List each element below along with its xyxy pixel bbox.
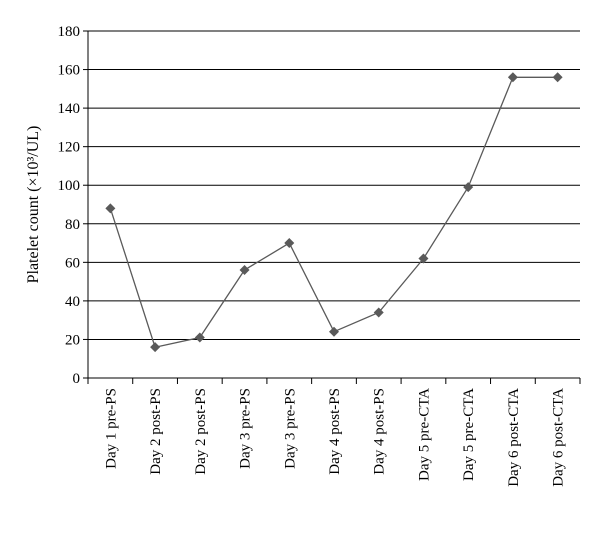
data-point-diamond <box>194 332 205 343</box>
y-axis-title: Platelet count (×10³/UL) <box>25 126 42 284</box>
data-point-diamond <box>329 326 339 337</box>
x-tick-label: Day 4 post-PS <box>372 388 388 475</box>
x-tick-label: Day 1 pre-PS <box>103 388 119 469</box>
y-tick-label: 40 <box>65 294 80 310</box>
data-point-diamond <box>373 307 384 318</box>
x-tick-label: Day 2 post-PS <box>193 388 209 475</box>
x-tick-labels: Day 1 pre-PS Day 2 post-PS Day 2 post-PS Da… <box>103 388 566 487</box>
data-point-diamond <box>105 203 116 214</box>
x-tick-label: Day 6 post-CTA <box>506 388 522 487</box>
x-tick-label: Day 4 post-PS <box>327 388 343 475</box>
series-polyline <box>109 76 558 348</box>
y-tick-label: 20 <box>65 332 80 348</box>
data-point-diamond <box>552 72 563 83</box>
y-tick-labels: 0 20 40 60 80 100 120 140 160 180 <box>58 24 81 387</box>
x-tick-label: Day 2 post-PS <box>148 388 164 475</box>
data-point-diamond <box>239 265 250 276</box>
data-point-diamond <box>507 72 518 83</box>
gridlines <box>88 30 580 340</box>
x-tick-label: Day 5 pre-CTA <box>416 388 432 481</box>
x-tick-label: Day 5 pre-CTA <box>461 388 477 481</box>
x-tick-label: Day 3 pre-PS <box>238 388 254 469</box>
y-tick-label: 140 <box>58 101 81 117</box>
y-tick-label: 0 <box>73 371 81 387</box>
series-line <box>105 72 563 353</box>
data-point-diamond <box>463 182 474 193</box>
x-tick-label: Day 3 pre-PS <box>282 388 298 469</box>
x-tick-label: Day 6 post-CTA <box>551 388 567 487</box>
y-tick-label: 160 <box>58 63 81 79</box>
data-point-diamond <box>418 253 429 264</box>
y-tick-label: 100 <box>58 178 81 194</box>
axes <box>83 30 581 384</box>
y-tick-label: 180 <box>58 24 81 40</box>
y-tick-label: 60 <box>65 255 80 271</box>
data-point-diamond <box>150 342 161 353</box>
y-tick-label: 120 <box>58 140 81 156</box>
data-point-diamond <box>284 238 295 249</box>
y-tick-label: 80 <box>65 217 80 233</box>
